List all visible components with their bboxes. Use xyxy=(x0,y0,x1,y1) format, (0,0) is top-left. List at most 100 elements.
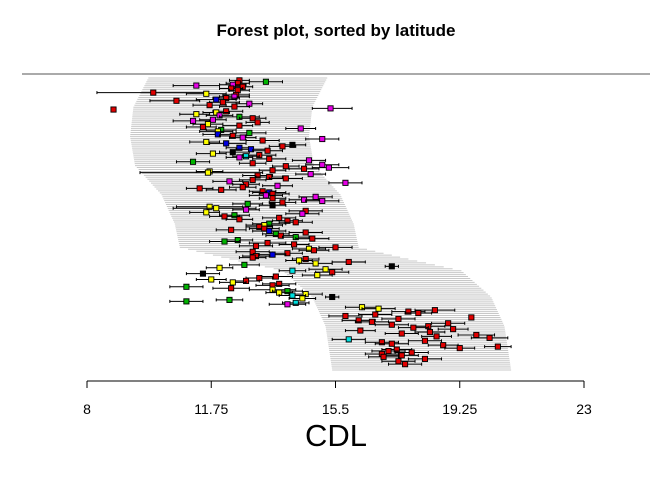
point-estimate xyxy=(307,171,314,178)
study-estimate xyxy=(215,226,247,233)
point-estimate xyxy=(254,119,261,126)
study-estimate xyxy=(245,119,270,126)
study-estimate xyxy=(288,196,320,203)
point-estimate xyxy=(262,192,269,199)
study-estimate xyxy=(238,115,267,122)
study-estimate xyxy=(311,105,353,112)
study-estimate xyxy=(331,258,366,266)
point-estimate xyxy=(405,308,412,315)
point-estimate xyxy=(234,237,241,244)
point-estimate xyxy=(292,299,299,306)
point-estimate xyxy=(375,305,382,312)
study-estimate xyxy=(205,126,237,134)
study-estimate xyxy=(235,146,267,153)
point-estimate xyxy=(214,131,221,138)
study-estimate xyxy=(421,333,452,340)
point-estimate xyxy=(395,315,402,322)
point-estimate xyxy=(247,146,255,153)
study-estimate xyxy=(288,295,317,302)
study-estimate xyxy=(232,200,264,207)
point-estimate xyxy=(300,165,308,172)
study-estimate xyxy=(238,242,274,249)
point-estimate xyxy=(261,225,268,232)
point-estimate xyxy=(388,340,395,347)
point-estimate xyxy=(329,293,336,301)
study-estimate xyxy=(219,279,247,286)
study-estimate xyxy=(245,137,280,144)
point-estimate xyxy=(297,125,304,132)
point-estimate xyxy=(229,132,236,139)
point-estimate xyxy=(378,339,385,346)
point-estimate xyxy=(284,217,291,224)
study-estimate xyxy=(374,321,409,328)
study-estimate xyxy=(358,311,393,318)
study-estimate xyxy=(238,176,267,183)
study-estimate xyxy=(291,157,327,164)
study-estimate xyxy=(258,251,287,258)
point-estimate xyxy=(309,235,316,242)
point-estimate xyxy=(415,310,422,317)
study-estimate xyxy=(252,227,287,235)
study-estimate xyxy=(295,171,327,178)
study-estimate xyxy=(175,158,211,165)
point-estimate xyxy=(357,327,364,334)
point-estimate xyxy=(302,255,309,263)
study-estimate xyxy=(311,164,350,171)
point-estimate xyxy=(421,337,429,344)
point-estimate xyxy=(266,227,273,235)
point-estimate xyxy=(199,270,207,277)
study-estimate xyxy=(248,192,283,199)
x-axis-label: CDL xyxy=(305,418,367,453)
point-estimate xyxy=(325,164,332,171)
point-estimate xyxy=(229,149,236,156)
point-estimate xyxy=(355,317,362,324)
point-estimate xyxy=(236,216,243,223)
point-estimate xyxy=(345,336,352,343)
study-estimate xyxy=(139,169,264,176)
point-estimate xyxy=(249,254,256,261)
point-estimate xyxy=(183,283,190,290)
point-estimate xyxy=(486,334,493,341)
study-estimate xyxy=(222,122,254,129)
point-estimate xyxy=(284,250,291,257)
point-estimate xyxy=(289,141,296,148)
x-tick-label: 8 xyxy=(83,401,91,417)
study-estimate xyxy=(414,328,446,336)
study-estimate xyxy=(298,247,330,254)
study-estimate xyxy=(258,167,287,174)
study-estimate xyxy=(388,361,423,368)
study-estimate xyxy=(179,111,211,118)
point-estimate xyxy=(468,314,475,321)
study-estimate xyxy=(185,270,221,277)
point-estimate xyxy=(445,320,452,327)
point-estimate xyxy=(398,352,405,359)
study-estimate xyxy=(209,140,247,147)
point-estimate xyxy=(252,242,260,249)
study-estimate xyxy=(169,283,204,290)
point-estimate xyxy=(305,157,313,164)
point-estimate xyxy=(276,214,283,221)
point-estimate xyxy=(218,186,225,193)
point-estimate xyxy=(264,239,271,247)
point-estimate xyxy=(299,295,306,302)
point-estimate xyxy=(342,312,349,320)
study-estimate xyxy=(262,280,297,287)
study-estimate xyxy=(325,293,340,301)
study-estimate xyxy=(354,318,390,325)
study-estimate xyxy=(212,285,250,292)
point-estimate xyxy=(219,99,226,106)
point-estimate xyxy=(244,200,251,207)
study-estimate xyxy=(278,267,307,274)
point-estimate xyxy=(203,209,210,216)
point-estimate xyxy=(319,135,326,143)
study-estimate xyxy=(285,125,317,132)
point-estimate xyxy=(173,97,180,104)
study-estimate xyxy=(238,160,267,167)
study-estimate xyxy=(205,186,237,193)
point-estimate xyxy=(204,121,211,128)
point-estimate xyxy=(249,176,256,183)
point-estimate xyxy=(289,267,296,274)
point-estimate xyxy=(300,196,308,203)
point-estimate xyxy=(450,326,457,333)
